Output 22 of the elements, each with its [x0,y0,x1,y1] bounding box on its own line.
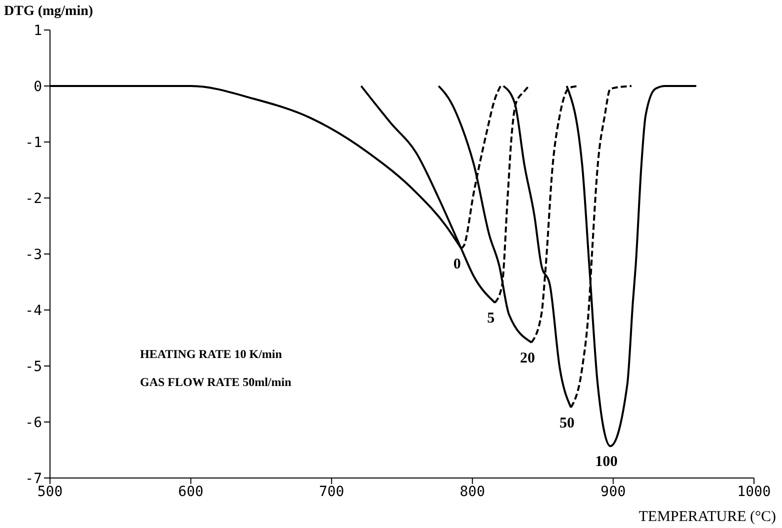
x-tick-label: 1000 [737,484,771,500]
x-tick-label: 800 [460,484,486,500]
series-label: 100 [595,454,618,470]
x-tick-label: 700 [318,484,344,500]
y-tick-label: -6 [25,414,42,431]
annotation: GAS FLOW RATE 50ml/min [140,374,292,391]
y-tick-label: -1 [25,134,42,151]
y-axis-title: DTG (mg/min) [4,4,94,20]
y-tick-label: 1 [34,22,42,39]
series-label: 0 [453,256,461,272]
y-tick-label: 0 [34,78,42,95]
series-label: 5 [487,310,495,327]
x-tick-label: 900 [600,484,626,500]
y-tick-label: -5 [25,358,42,375]
y-tick-label: -2 [25,190,42,207]
series-label: 50 [559,415,574,432]
y-tick-label: -4 [25,302,42,319]
x-axis-title: TEMPERATURE (°C) [638,509,776,526]
x-tick-label: 600 [178,484,204,500]
annotation: HEATING RATE 10 K/min [140,346,283,363]
y-tick-label: -3 [25,246,42,263]
series-label: 20 [520,350,536,366]
